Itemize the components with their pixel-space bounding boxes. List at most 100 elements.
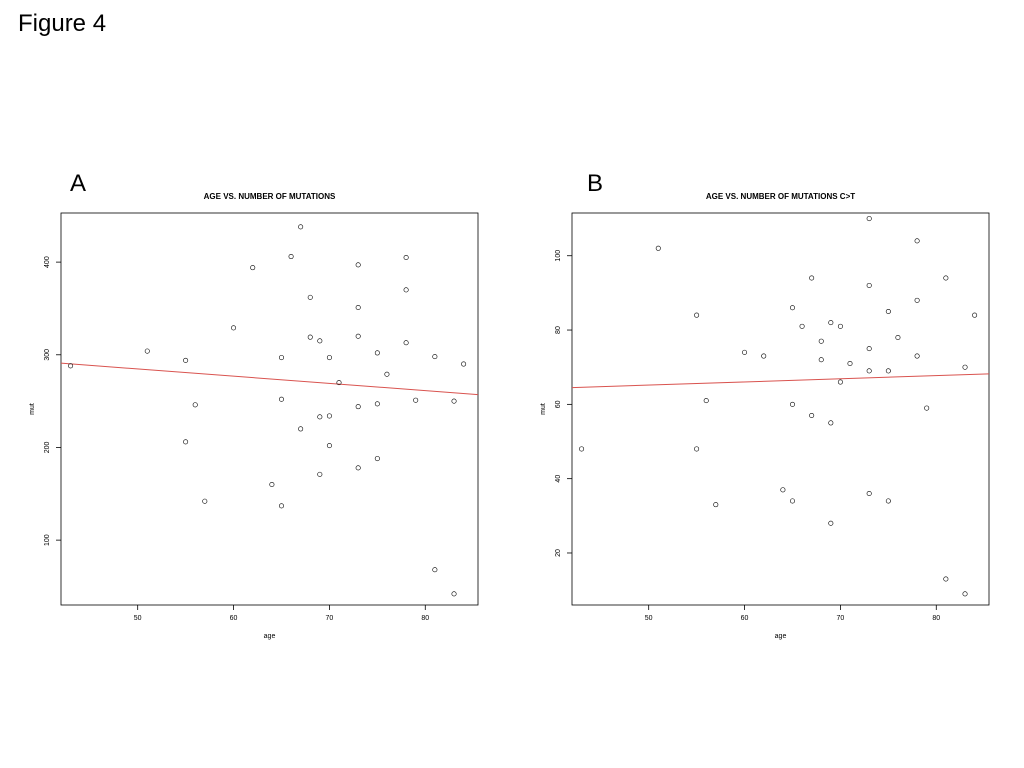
data-point-a-25 bbox=[355, 305, 361, 311]
data-point-b-1 bbox=[655, 245, 661, 251]
chart-title-a: AGE VS. NUMBER OF MUTATIONS bbox=[204, 192, 336, 201]
data-point-a-20 bbox=[326, 355, 332, 361]
data-point-b-13 bbox=[809, 275, 815, 281]
data-point-b-9 bbox=[789, 305, 795, 311]
y-tick-label-b-80: 80 bbox=[555, 326, 562, 334]
data-point-b-10 bbox=[789, 401, 795, 407]
data-point-a-34 bbox=[403, 287, 409, 293]
fit-line-b bbox=[571, 373, 990, 389]
data-point-b-39 bbox=[962, 591, 968, 597]
data-point-b-4 bbox=[703, 398, 709, 404]
data-point-b-40 bbox=[972, 312, 978, 318]
data-point-a-17 bbox=[317, 338, 323, 344]
data-point-b-26 bbox=[866, 368, 872, 374]
data-point-a-41 bbox=[461, 361, 467, 367]
data-point-b-7 bbox=[761, 353, 767, 359]
data-point-a-36 bbox=[413, 397, 419, 403]
x-tick-label-a-70: 70 bbox=[326, 615, 334, 622]
data-point-b-17 bbox=[828, 320, 834, 326]
data-point-a-15 bbox=[307, 294, 313, 300]
data-point-b-36 bbox=[943, 275, 949, 281]
data-point-a-18 bbox=[317, 414, 323, 420]
data-point-b-5 bbox=[713, 502, 719, 508]
data-point-a-6 bbox=[231, 325, 237, 331]
data-point-b-38 bbox=[962, 364, 968, 370]
y-tick-label-b-20: 20 bbox=[555, 549, 562, 557]
data-point-b-35 bbox=[924, 405, 930, 411]
data-point-a-39 bbox=[451, 398, 457, 404]
data-point-a-35 bbox=[403, 340, 409, 346]
data-point-a-7 bbox=[250, 265, 256, 271]
data-point-b-30 bbox=[885, 498, 891, 504]
x-tick-label-a-80: 80 bbox=[421, 615, 429, 622]
chart-title-b: AGE VS. NUMBER OF MUTATIONS C>T bbox=[706, 192, 855, 201]
data-point-b-31 bbox=[895, 334, 901, 340]
data-point-b-27 bbox=[866, 491, 872, 497]
x-tick-label-b-60: 60 bbox=[741, 615, 749, 622]
fit-line-a bbox=[60, 362, 479, 396]
x-tick-label-b-80: 80 bbox=[932, 615, 940, 622]
y-tick-label-a-100: 100 bbox=[44, 534, 51, 546]
y-tick-label-b-40: 40 bbox=[555, 475, 562, 483]
plot-frame-b bbox=[571, 212, 990, 606]
data-point-a-23 bbox=[336, 380, 342, 386]
data-point-b-14 bbox=[809, 413, 815, 419]
data-point-b-24 bbox=[866, 282, 872, 288]
data-point-b-22 bbox=[847, 360, 853, 366]
plot-frame-a bbox=[60, 212, 479, 606]
data-point-b-28 bbox=[885, 308, 891, 314]
x-axis-label-a: age bbox=[264, 633, 276, 640]
panel-b-letter: B bbox=[587, 170, 604, 197]
data-point-a-2 bbox=[183, 357, 189, 363]
data-point-a-22 bbox=[326, 443, 332, 449]
data-point-b-12 bbox=[799, 323, 805, 329]
data-point-a-5 bbox=[202, 498, 208, 504]
data-point-a-8 bbox=[269, 482, 275, 488]
data-point-a-30 bbox=[374, 401, 380, 407]
data-point-a-16 bbox=[307, 334, 313, 340]
x-tick-label-a-50: 50 bbox=[134, 615, 142, 622]
data-point-a-29 bbox=[374, 350, 380, 356]
data-point-a-4 bbox=[192, 402, 198, 408]
figure-title: Figure 4 bbox=[18, 10, 107, 37]
x-tick-label-b-50: 50 bbox=[645, 615, 653, 622]
data-point-a-27 bbox=[355, 404, 361, 410]
data-point-a-1 bbox=[144, 348, 150, 354]
data-point-b-11 bbox=[789, 498, 795, 504]
data-point-b-6 bbox=[742, 349, 748, 355]
x-tick-label-b-70: 70 bbox=[837, 615, 845, 622]
data-point-b-8 bbox=[780, 487, 786, 493]
x-tick-label-a-60: 60 bbox=[230, 615, 238, 622]
data-point-a-9 bbox=[278, 355, 284, 361]
data-point-a-10 bbox=[278, 396, 284, 402]
panel-a-letter: A bbox=[70, 170, 87, 197]
data-point-b-3 bbox=[694, 446, 700, 452]
data-point-b-29 bbox=[885, 368, 891, 374]
data-point-b-33 bbox=[914, 297, 920, 303]
data-point-a-14 bbox=[298, 426, 304, 432]
data-point-b-34 bbox=[914, 353, 920, 359]
data-point-b-18 bbox=[828, 420, 834, 426]
data-point-b-19 bbox=[828, 520, 834, 526]
data-point-b-23 bbox=[866, 216, 872, 222]
data-point-b-20 bbox=[837, 323, 843, 329]
data-point-a-32 bbox=[384, 371, 390, 377]
x-axis-label-b: age bbox=[775, 633, 787, 640]
data-point-b-32 bbox=[914, 238, 920, 244]
y-axis-label-b: mut bbox=[540, 403, 547, 415]
data-point-a-19 bbox=[317, 471, 323, 477]
y-axis-label-a: mut bbox=[29, 403, 36, 415]
data-point-a-21 bbox=[326, 413, 332, 419]
data-point-a-24 bbox=[355, 262, 361, 268]
data-point-b-37 bbox=[943, 576, 949, 582]
data-point-a-26 bbox=[355, 333, 361, 339]
data-point-b-25 bbox=[866, 346, 872, 352]
y-tick-label-a-300: 300 bbox=[44, 349, 51, 361]
y-tick-label-b-60: 60 bbox=[555, 400, 562, 408]
y-tick-label-a-400: 400 bbox=[44, 256, 51, 268]
data-point-b-2 bbox=[694, 312, 700, 318]
data-point-a-0 bbox=[68, 363, 74, 369]
data-point-a-40 bbox=[451, 591, 457, 597]
